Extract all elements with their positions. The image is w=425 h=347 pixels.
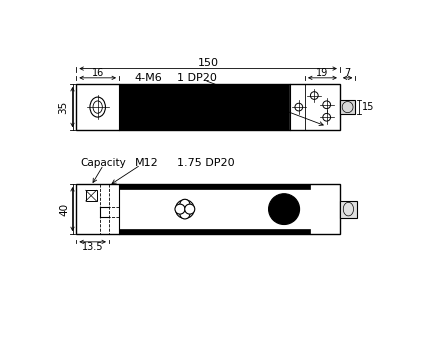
Text: 15: 15 bbox=[362, 102, 374, 112]
Bar bbox=[86, 190, 96, 201]
Text: 19: 19 bbox=[316, 68, 329, 78]
Text: 35: 35 bbox=[58, 101, 68, 114]
Text: 40: 40 bbox=[60, 203, 70, 216]
Text: 7: 7 bbox=[345, 68, 351, 78]
Bar bbox=[119, 84, 289, 130]
Bar bbox=[340, 201, 357, 218]
Circle shape bbox=[180, 199, 190, 209]
Text: 16: 16 bbox=[91, 68, 104, 78]
Bar bbox=[76, 184, 340, 234]
Bar bbox=[119, 229, 310, 234]
Circle shape bbox=[180, 209, 190, 219]
Circle shape bbox=[185, 204, 195, 214]
Text: 13.5: 13.5 bbox=[82, 242, 103, 252]
Bar bbox=[119, 184, 310, 189]
Text: 1.75 DP20: 1.75 DP20 bbox=[177, 158, 235, 168]
Bar bbox=[76, 84, 340, 130]
Circle shape bbox=[269, 194, 300, 225]
Text: 1 DP20: 1 DP20 bbox=[177, 73, 217, 83]
Text: Capacity: Capacity bbox=[80, 158, 126, 168]
Text: 150: 150 bbox=[198, 58, 218, 68]
Text: M12: M12 bbox=[134, 158, 158, 168]
Bar bbox=[340, 100, 355, 114]
Text: 4-M6: 4-M6 bbox=[134, 73, 162, 83]
Circle shape bbox=[175, 204, 185, 214]
